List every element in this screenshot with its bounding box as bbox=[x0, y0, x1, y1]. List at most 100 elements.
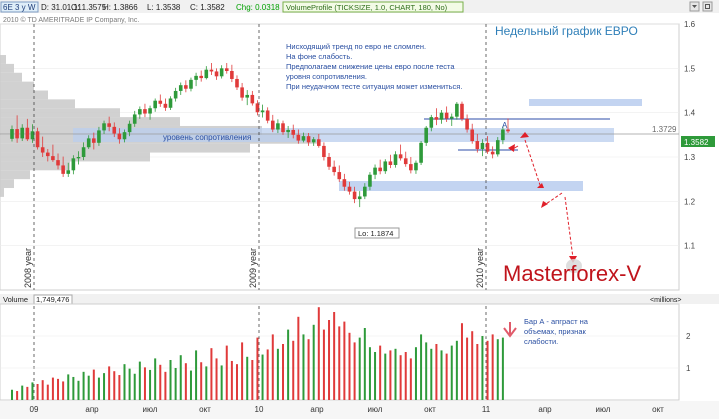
candle-body bbox=[332, 166, 336, 173]
volume-bar bbox=[338, 326, 341, 400]
volume-bar bbox=[271, 334, 274, 400]
time-tick-label: июл bbox=[368, 405, 383, 414]
candle-body bbox=[189, 79, 193, 89]
candle-body bbox=[224, 68, 229, 71]
volume-bar bbox=[87, 375, 90, 400]
time-axis-band bbox=[0, 401, 719, 419]
volume-bar bbox=[184, 363, 187, 400]
candle-body bbox=[465, 118, 469, 130]
price-tick-label: 1.5 bbox=[684, 64, 696, 73]
candle-body bbox=[45, 152, 50, 157]
volume-title: Volume bbox=[3, 295, 28, 304]
window-controls[interactable] bbox=[689, 1, 713, 12]
candle-body bbox=[199, 75, 203, 79]
volume-bar bbox=[36, 384, 39, 400]
candle-body bbox=[409, 164, 413, 171]
volume-bar bbox=[195, 350, 198, 400]
candle-body bbox=[20, 127, 25, 139]
price-tick-label: 1.6 bbox=[684, 20, 696, 29]
candle-body bbox=[107, 123, 111, 127]
chart-title: Недельный график ЕВРО bbox=[495, 24, 638, 38]
volume-bar bbox=[420, 334, 423, 400]
candle-body bbox=[127, 123, 132, 133]
profile-bar bbox=[0, 179, 14, 189]
symbol-text: 6E 3 y W bbox=[3, 3, 36, 12]
candle-body bbox=[368, 174, 372, 187]
price-axis: 1.6 1.5 1.4 1.3 1.2 1.1 bbox=[684, 20, 696, 251]
volume-bar bbox=[256, 337, 259, 400]
arrow-segment bbox=[524, 139, 541, 186]
candle-body bbox=[363, 186, 367, 197]
price-tick-label: 1.4 bbox=[684, 109, 696, 118]
candle-body bbox=[276, 123, 280, 130]
volume-bar bbox=[41, 380, 44, 400]
volume-bar bbox=[435, 344, 438, 400]
candle-body bbox=[250, 94, 255, 104]
candle-body bbox=[378, 167, 382, 172]
candle-body bbox=[40, 147, 45, 153]
volume-bar bbox=[430, 348, 433, 400]
profile-bar bbox=[0, 161, 70, 171]
volume-bar bbox=[138, 361, 141, 400]
candle-body bbox=[337, 172, 342, 180]
volume-bar bbox=[348, 332, 351, 400]
volume-bar bbox=[476, 344, 479, 400]
profile-bar bbox=[0, 170, 30, 180]
arrow-head-icon bbox=[537, 183, 544, 188]
candle-body bbox=[30, 131, 35, 140]
volume-bar bbox=[133, 373, 136, 400]
indicator-box[interactable] bbox=[282, 1, 464, 13]
volume-bar bbox=[317, 307, 320, 400]
volume-bar bbox=[307, 339, 310, 400]
profile-bar bbox=[0, 81, 34, 91]
volume-bar bbox=[215, 358, 218, 400]
header-change: Chg: 0.0318 bbox=[236, 3, 280, 12]
candle-body bbox=[86, 138, 91, 148]
copyright-text: 2010 © TD AMERITRADE IP Company, Inc. bbox=[3, 16, 139, 24]
arrow-head-icon bbox=[541, 201, 548, 208]
volume-bar bbox=[471, 331, 474, 400]
volume-bar bbox=[312, 324, 315, 400]
volume-bar bbox=[220, 365, 223, 400]
volume-bar bbox=[501, 337, 504, 400]
volume-bar bbox=[414, 347, 417, 400]
collapse-triangle-icon bbox=[692, 5, 697, 8]
volume-bar bbox=[455, 340, 458, 400]
volume-bar bbox=[210, 348, 213, 400]
profile-bar bbox=[0, 99, 75, 109]
volume-bar bbox=[297, 316, 300, 400]
volume-bar bbox=[230, 360, 233, 400]
volume-bar bbox=[159, 364, 162, 400]
volume-bar bbox=[287, 329, 290, 400]
candle-body bbox=[480, 142, 485, 150]
profile-bar bbox=[0, 108, 120, 118]
volume-bar bbox=[409, 358, 412, 400]
volume-arrow-icon bbox=[503, 327, 517, 338]
bar-a-label: A bbox=[502, 121, 508, 130]
candle-body bbox=[301, 136, 306, 141]
profile-bar bbox=[0, 152, 150, 162]
volume-bar bbox=[97, 377, 100, 400]
watermark: Masterforex-V bbox=[503, 261, 641, 286]
symbol-box[interactable] bbox=[0, 1, 39, 13]
volume-bar bbox=[235, 364, 238, 400]
arrow-segment bbox=[564, 196, 574, 259]
candle-body bbox=[35, 131, 40, 148]
candle-body bbox=[449, 116, 454, 119]
time-tick-label: 11 bbox=[482, 405, 491, 414]
profile-bar bbox=[0, 55, 6, 64]
volume-bar bbox=[322, 329, 325, 400]
volume-value: 1,749,476 bbox=[36, 295, 69, 304]
candle-body bbox=[209, 69, 214, 72]
candle-body bbox=[342, 179, 347, 187]
settings-icon[interactable] bbox=[702, 1, 713, 12]
candle-body bbox=[168, 98, 173, 108]
candle-body bbox=[117, 133, 122, 140]
candle-body bbox=[240, 87, 244, 98]
candle-body bbox=[81, 147, 86, 157]
arrow-heads bbox=[508, 132, 577, 263]
volume-bar bbox=[31, 382, 34, 400]
volume-bar bbox=[103, 373, 106, 400]
time-tick-label: окт bbox=[652, 405, 664, 414]
